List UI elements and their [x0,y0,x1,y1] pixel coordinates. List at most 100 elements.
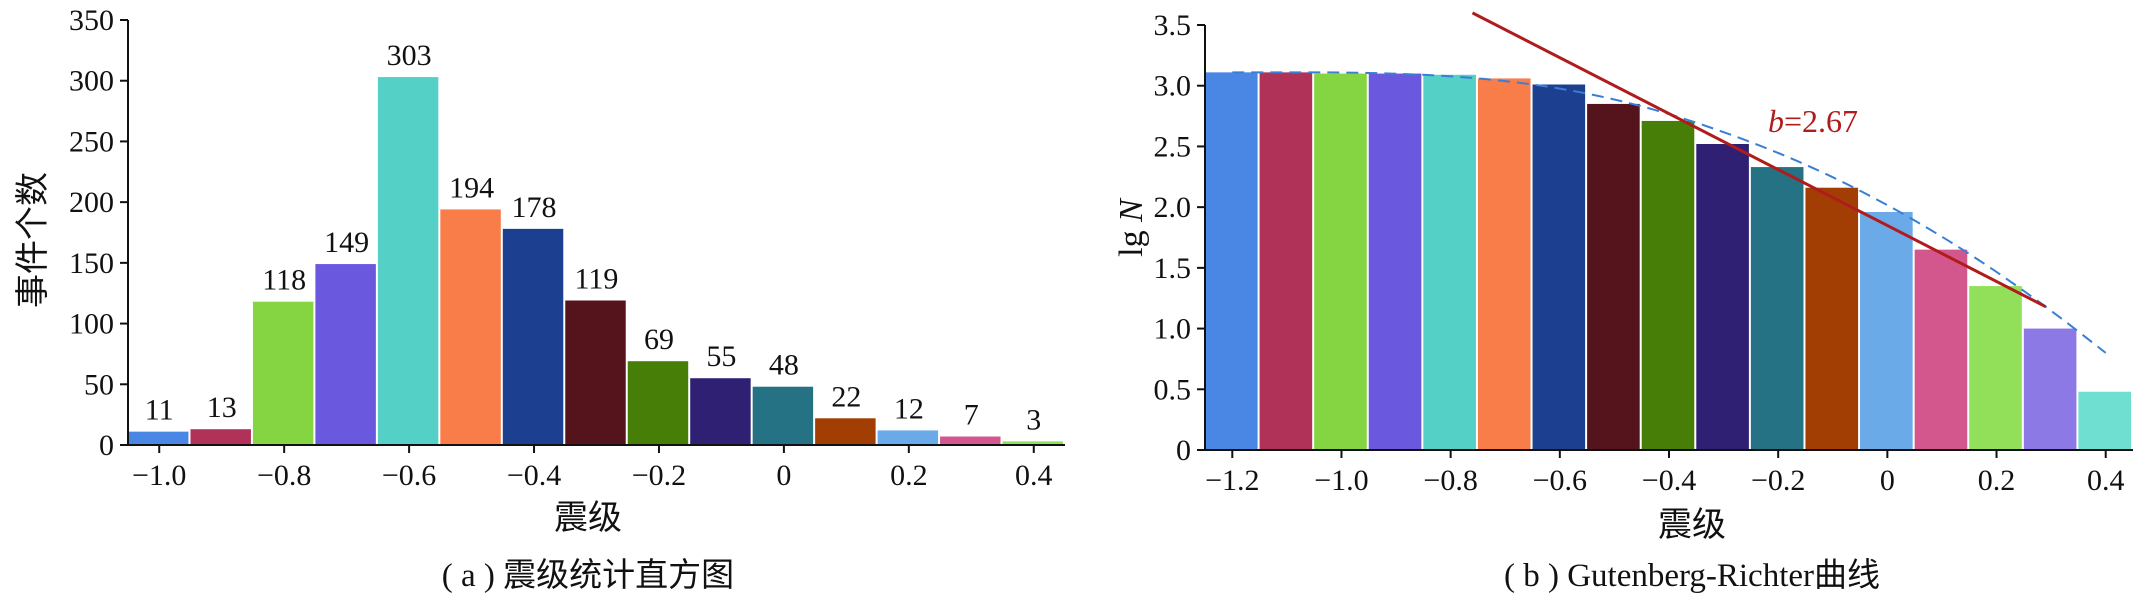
gr-bar [1641,120,1695,450]
gutenberg-richter-panel: b=2.67 −1.2 −1.0 −0.8 −0.6 −0.4 −0.2 0 0.2 0.4 0… [1113,9,2133,594]
histogram-bars [128,77,1063,446]
gr-bar [1368,73,1422,451]
bar-value-label: 13 [207,391,237,424]
x-tick-label: 0.2 [890,459,928,492]
histogram-bar [1002,441,1063,445]
gr-x-axis-title: 震级 [1658,506,1726,544]
gr-bar [1750,167,1804,451]
x-tick-label: −0.2 [632,459,686,492]
gr-caption: ( b ) Gutenberg-Richter曲线 [1504,557,1880,594]
gr-bar [1914,249,1968,450]
bar-value-label: 11 [145,394,174,427]
histogram-bar [190,429,251,445]
y-tick-label: 150 [69,247,114,280]
gr-fit-line [1471,11,2047,309]
y-tick-label: 0 [1176,434,1191,467]
gr-bar [1477,78,1531,450]
histogram-bar [377,77,439,446]
bar-value-label: 7 [964,399,979,432]
x-tick-label: −1.0 [132,459,186,492]
gr-bar [1205,72,1258,450]
b-value-number: =2.67 [1784,103,1858,139]
gr-fit-curve [1232,71,2107,354]
x-tick-label: 0.4 [1015,459,1053,492]
gr-bar [1314,73,1367,451]
histogram-bar [252,301,314,445]
histogram-bar [502,228,564,445]
y-tick-label: 50 [84,368,114,401]
x-tick-label: −0.8 [1423,464,1477,497]
y-tick-label: 0.5 [1154,373,1192,406]
x-tick-label: 0.2 [1978,464,2016,497]
histogram-y-ticks: 0 50 100 150 200 250 300 350 [69,4,128,462]
gr-y-ticks: 0 0.5 1.0 1.5 2.0 2.5 3.0 3.5 [1154,9,1205,467]
x-tick-label: 0 [776,459,791,492]
b-value-symbol: b [1768,103,1784,139]
histogram-x-ticks: −1.0 −0.8 −0.6 −0.4 −0.2 0 0.2 0.4 [132,445,1053,492]
bar-value-label: 55 [706,340,736,373]
histogram-bar [128,431,189,445]
bar-value-label: 12 [894,392,924,425]
gr-bar [1696,144,1749,450]
x-tick-label: 0 [1880,464,1895,497]
gr-bar [1860,212,1913,450]
x-tick-label: −0.2 [1751,464,1805,497]
y-tick-label: 3.0 [1154,70,1192,103]
y-tick-label: 2.0 [1154,191,1192,224]
bar-value-label: 119 [575,263,619,296]
bar-value-label: 194 [449,171,494,204]
gr-bar [2078,391,2131,450]
y-tick-label: 350 [69,4,114,37]
x-tick-label: 0.4 [2087,464,2125,497]
gr-bar [2023,328,2077,450]
x-tick-label: −0.6 [1533,464,1587,497]
gr-y-axis-title-lg: lg [1113,222,1150,257]
y-tick-label: 1.0 [1154,313,1192,346]
b-value-annotation: b=2.67 [1768,103,1858,139]
x-tick-label: −0.8 [257,459,311,492]
histogram-bar [877,430,939,445]
x-tick-label: −0.6 [382,459,436,492]
y-tick-label: 200 [69,186,114,219]
histogram-caption: ( a ) 震级统计直方图 [442,557,734,594]
gr-bars [1205,72,2131,451]
gr-x-ticks: −1.2 −1.0 −0.8 −0.6 −0.4 −0.2 0 0.2 0.4 [1205,450,2124,497]
gr-bar [1259,72,1313,450]
histogram-bar [565,300,626,445]
histogram-bar-labels: 11 13 118 149 303 194 178 119 69 55 48 22 12 7 3 [145,39,1041,436]
gr-y-axis-title-n: N [1113,197,1150,223]
y-tick-label: 300 [69,65,114,98]
histogram-bar [940,436,1001,445]
gr-bar [1587,103,1640,450]
x-tick-label: −1.0 [1314,464,1368,497]
bar-value-label: 303 [387,39,432,72]
x-tick-label: −0.4 [1642,464,1696,497]
bar-value-label: 22 [831,380,861,413]
y-tick-label: 0 [99,429,114,462]
bar-value-label: 178 [512,191,557,224]
histogram-bar [690,378,751,445]
bar-value-label: 149 [324,226,369,259]
histogram-y-axis-title: 事件个数 [14,172,52,308]
y-tick-label: 1.5 [1154,252,1192,285]
bar-value-label: 69 [644,323,674,356]
x-tick-label: −0.4 [507,459,561,492]
y-tick-label: 3.5 [1154,9,1192,42]
histogram-bar [752,386,814,445]
y-tick-label: 100 [69,308,114,341]
y-tick-label: 250 [69,125,114,158]
histogram-bar [627,361,689,445]
histogram-bar [440,209,501,445]
histogram-x-axis-title: 震级 [554,499,622,537]
gr-bar [1969,286,2022,450]
gr-bar [1805,187,1859,450]
gr-bar [1423,74,1476,451]
x-tick-label: −1.2 [1205,464,1259,497]
histogram-bar [815,418,876,445]
bar-value-label: 118 [262,264,306,297]
y-tick-label: 2.5 [1154,130,1192,163]
bar-value-label: 48 [769,349,799,382]
gr-y-axis-title: lg N [1113,197,1150,257]
